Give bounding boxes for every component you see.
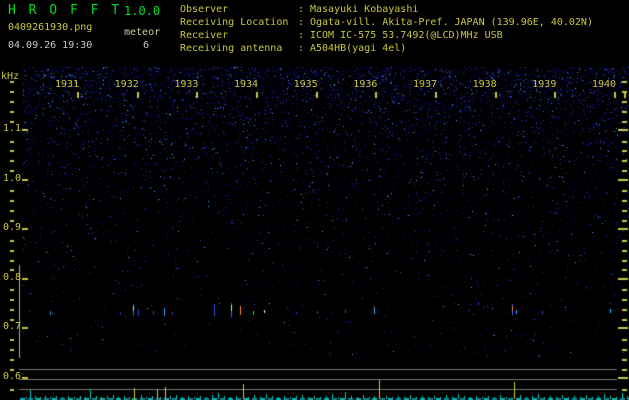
meteor-count: 6 xyxy=(143,40,150,51)
info-sep: : xyxy=(298,17,305,28)
datetime-label: 04.09.26 19:30 xyxy=(8,40,93,51)
info-sep: : xyxy=(298,43,305,54)
info-label-receiver: Receiver xyxy=(180,30,229,41)
freq-axis-unit: kHz xyxy=(1,71,20,82)
freq-tick-label-0.6: 0.6 xyxy=(2,371,21,382)
mode-label: meteor xyxy=(124,27,161,38)
app-title: H R O F F T xyxy=(8,3,122,18)
time-tick-label-1936: 1936 xyxy=(353,79,378,90)
time-tick-label-1939: 1939 xyxy=(532,79,557,90)
time-tick-label-1935: 1935 xyxy=(293,79,318,90)
time-tick-label-1932: 1932 xyxy=(114,79,139,90)
freq-tick-label-0.9: 0.9 xyxy=(2,222,21,234)
info-label-location: Receiving Location xyxy=(180,17,289,28)
time-tick-label-1940: 1940 xyxy=(591,79,617,90)
app-version: 1.0.0 xyxy=(124,4,161,18)
freq-tick-label-1.1: 1.1 xyxy=(2,123,21,134)
info-value-observer: Masayuki Kobayashi xyxy=(310,4,419,15)
time-tick-label-1934: 1934 xyxy=(233,79,259,90)
time-tick-label-1933: 1933 xyxy=(174,79,199,90)
info-sep: : xyxy=(298,30,305,41)
time-tick-label-1937: 1937 xyxy=(412,79,438,90)
time-tick-label-1938: 1938 xyxy=(472,79,497,90)
info-label-observer: Observer xyxy=(180,4,229,15)
info-value-receiver: ICOM IC-575 53.7492(@LCD)MHz USB xyxy=(310,30,503,41)
info-value-antenna: A504HB(yagi 4el) xyxy=(310,43,407,54)
time-tick-label-1931: 1931 xyxy=(55,79,80,90)
freq-tick-label-0.7: 0.7 xyxy=(2,321,21,333)
info-value-location: Ogata-vill. Akita-Pref. JAPAN (139.96E, … xyxy=(310,17,593,28)
freq-tick-label-1.0: 1.0 xyxy=(2,172,21,184)
info-label-antenna: Receiving antenna xyxy=(180,43,283,54)
freq-tick-label-0.8: 0.8 xyxy=(2,271,21,283)
info-sep: : xyxy=(298,4,305,15)
output-filename: 0409261930.png xyxy=(8,22,93,33)
